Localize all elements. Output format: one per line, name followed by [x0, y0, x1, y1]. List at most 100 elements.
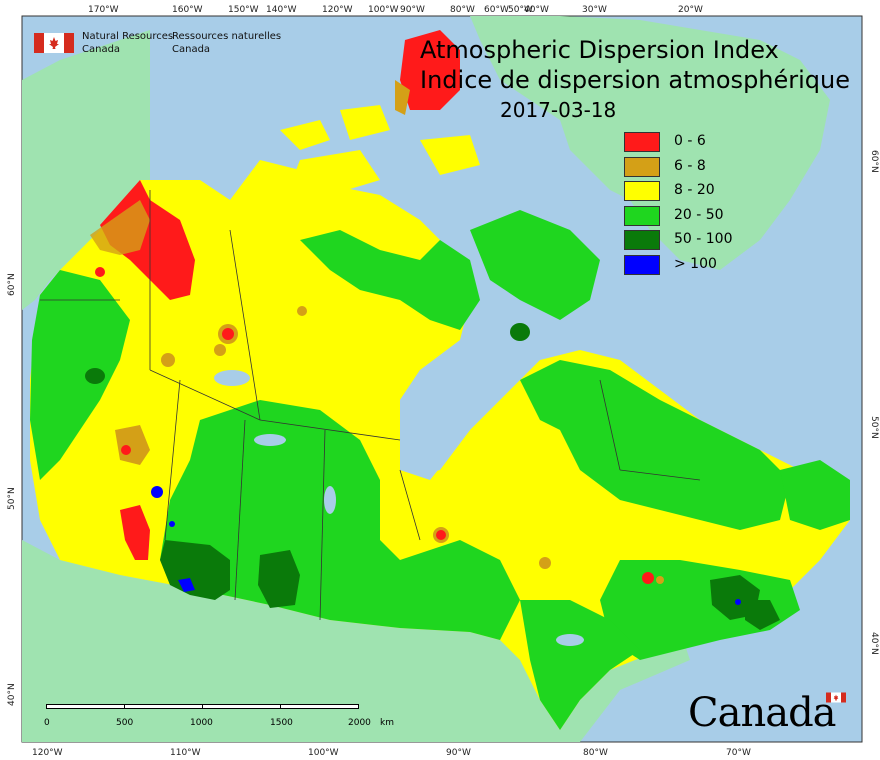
svg-text:120°W: 120°W	[32, 748, 63, 758]
svg-text:40°N: 40°N	[7, 683, 17, 706]
agency-fr-line-2: Canada	[172, 44, 211, 55]
zone-blue-nb	[735, 599, 741, 605]
svg-text:50°N: 50°N	[7, 487, 17, 510]
zone-green-east	[520, 360, 790, 530]
svg-text:80°W: 80°W	[450, 5, 475, 15]
province-borders	[40, 190, 701, 621]
svg-text:60°N: 60°N	[869, 150, 879, 173]
scale-tick-label: 1500	[270, 718, 293, 728]
zone-blue-alberta-2	[169, 521, 175, 527]
zone-orange-bc	[115, 425, 150, 465]
legend-swatch	[624, 132, 660, 152]
spot-quebec-1	[642, 572, 654, 584]
legend-swatch	[624, 205, 660, 226]
legend-label: 20 - 50	[674, 206, 724, 223]
svg-text:50°N: 50°N	[869, 416, 879, 439]
agency-name-en: Natural Resources Canada	[82, 30, 173, 56]
zone-green-arctic	[300, 230, 480, 330]
legend-label: 8 - 20	[674, 182, 715, 198]
zone-orange-ellesmere	[395, 80, 410, 115]
spot-alberta-red	[95, 267, 105, 277]
zone-darkgreen-ns	[745, 600, 780, 630]
spot-nwt-3	[214, 344, 226, 356]
svg-text:80°W: 80°W	[583, 748, 608, 758]
scale-tick-label: 500	[116, 718, 134, 728]
zone-red-yukon	[100, 180, 195, 300]
agency-en-line-2: Canada	[82, 44, 121, 55]
scale-segment-lower	[46, 708, 357, 709]
great-slave-lake	[254, 434, 286, 446]
wordmark-flag-icon	[826, 692, 846, 703]
hudson-bay	[400, 360, 480, 475]
great-bear-lake	[214, 370, 250, 386]
map-title-fr: Indice de dispersion atmosphérique	[420, 66, 851, 94]
svg-text:140°W: 140°W	[266, 5, 297, 15]
agency-fr-line-1: Ressources naturelles	[172, 31, 282, 42]
zone-darkgreen-sask	[258, 550, 300, 608]
legend-swatch	[624, 254, 660, 275]
zone-green-newfoundland	[780, 460, 850, 530]
zone-darkgreen-baffin	[510, 323, 530, 341]
svg-text:150°W: 150°W	[228, 5, 259, 15]
svg-text:40°W: 40°W	[524, 5, 549, 15]
canada-wordmark: Canada	[688, 690, 837, 736]
zone-blue-south	[178, 578, 195, 592]
zone-green-baffin	[470, 210, 600, 320]
top-lon-labels: 170°W 160°W 150°W 140°W 120°W 100°W 90°W…	[88, 5, 703, 15]
lake-winnipeg	[324, 486, 336, 514]
right-lat-labels: 60°N 50°N 40°N	[869, 150, 879, 655]
svg-text:60°W: 60°W	[484, 5, 509, 15]
legend-label: 50 - 100	[674, 231, 733, 247]
svg-text:110°W: 110°W	[170, 748, 201, 758]
legend-label: > 100	[674, 255, 717, 272]
svg-text:170°W: 170°W	[88, 5, 119, 15]
scale-tick-label: 0	[44, 718, 50, 728]
zone-red-ellesmere	[400, 30, 460, 110]
arctic-islands	[250, 105, 480, 220]
legend-swatch	[624, 181, 660, 201]
canada-flag-icon	[34, 33, 74, 53]
svg-text:100°W: 100°W	[368, 5, 399, 15]
scale-tick-label: 1000	[190, 718, 213, 728]
scale-unit: km	[380, 718, 394, 728]
lake-superior	[556, 634, 584, 646]
scale-bar-graphic	[46, 704, 360, 714]
zone-darkgreen-south	[160, 540, 230, 600]
spot-ontario-core	[436, 530, 446, 540]
svg-text:70°W: 70°W	[726, 748, 751, 758]
svg-text:90°W: 90°W	[446, 748, 471, 758]
scale-bar: 0 500 1000 1500 2000 km	[44, 704, 394, 728]
svg-text:50°W: 50°W	[508, 5, 533, 15]
svg-text:120°W: 120°W	[322, 5, 353, 15]
bottom-lon-labels: 120°W 110°W 100°W 90°W 80°W 70°W	[32, 748, 751, 758]
zone-orange-yukon	[90, 200, 150, 255]
zone-blue-alberta	[151, 486, 163, 498]
spot-bc-red	[121, 445, 131, 455]
zone-green-west	[30, 270, 130, 480]
spot-arctic	[297, 306, 307, 316]
svg-text:90°W: 90°W	[400, 5, 425, 15]
alaska-land	[22, 30, 150, 310]
svg-text:30°W: 30°W	[582, 5, 607, 15]
agency-name-fr: Ressources naturelles Canada	[172, 30, 281, 56]
map-title-en: Atmospheric Dispersion Index	[420, 36, 779, 64]
zone-green-prairie	[160, 400, 520, 640]
spot-nwt-1-core	[222, 328, 234, 340]
legend-swatch	[624, 230, 660, 250]
legend-label: 0 - 6	[674, 133, 706, 149]
scale-tick-label: 2000	[348, 718, 371, 728]
agency-en-line-1: Natural Resources	[82, 31, 174, 42]
svg-text:20°W: 20°W	[678, 5, 703, 15]
spot-quebec-2	[656, 576, 664, 584]
svg-text:160°W: 160°W	[172, 5, 203, 15]
legend-label: 6 - 8	[674, 157, 706, 174]
svg-text:40°N: 40°N	[869, 632, 879, 655]
svg-text:60°N: 60°N	[7, 273, 17, 296]
left-lat-labels: 60°N 50°N 40°N	[7, 273, 17, 706]
svg-text:100°W: 100°W	[308, 748, 339, 758]
spot-nwt-2	[161, 353, 175, 367]
zone-green-ontario	[520, 600, 640, 730]
map-date: 2017-03-18	[500, 98, 617, 122]
